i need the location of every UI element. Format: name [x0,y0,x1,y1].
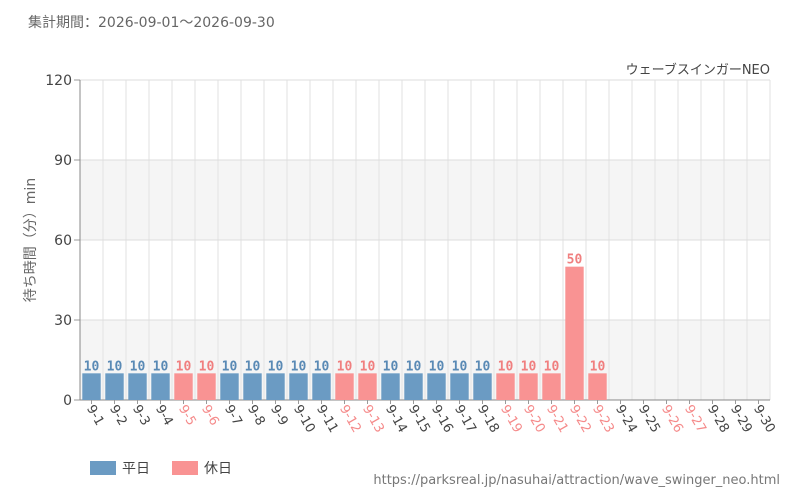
bar-9-13 [358,373,377,400]
bar-label-9-7: 10 [222,359,238,374]
bar-9-21 [542,373,561,400]
bar-9-20 [519,373,538,400]
x-tick-label-9-26: 9-26 [658,403,686,436]
x-tick-label-9-7: 9-7 [221,403,245,429]
bar-9-11 [312,373,331,400]
bar-label-9-19: 10 [498,359,514,374]
legend-holiday: 休日 [172,458,232,478]
x-tick-label-9-17: 9-17 [451,403,479,436]
bar-9-8 [243,373,262,400]
legend-weekday-label: 平日 [122,461,150,477]
bar-9-1 [82,373,101,400]
x-tick-label-9-29: 9-29 [727,403,755,436]
bar-label-9-9: 10 [268,359,284,374]
x-tick-label-9-30: 9-30 [750,403,778,436]
x-tick-label-9-27: 9-27 [681,403,709,436]
bar-label-9-14: 10 [383,359,399,374]
bar-9-5 [174,373,193,400]
bar-9-7 [220,373,239,400]
x-tick-label-9-10: 9-10 [290,403,318,436]
legend: 平日 休日 [90,458,254,478]
bar-label-9-21: 10 [544,359,560,374]
y-tick-label: 90 [54,153,72,169]
x-tick-label-9-25: 9-25 [635,403,663,436]
legend-holiday-swatch [172,461,198,475]
bar-label-9-12: 10 [337,359,353,374]
bar-9-2 [105,373,124,400]
x-tick-label-9-20: 9-20 [520,403,548,436]
x-tick-label-9-11: 9-11 [313,403,341,436]
bar-9-22 [565,266,584,400]
x-tick-label-9-15: 9-15 [405,403,433,436]
x-tick-label-9-22: 9-22 [566,403,594,436]
bar-label-9-2: 10 [107,359,123,374]
x-tick-label-9-24: 9-24 [612,403,640,436]
bar-9-17 [450,373,469,400]
legend-weekday: 平日 [90,458,150,478]
bar-label-9-4: 10 [153,359,169,374]
bar-9-3 [128,373,147,400]
x-tick-label-9-1: 9-1 [83,403,107,429]
x-tick-label-9-16: 9-16 [428,403,456,436]
bar-label-9-18: 10 [475,359,491,374]
bar-9-10 [289,373,308,400]
series-title: ウェーブスインガーNEO [626,62,770,78]
bar-9-12 [335,373,354,400]
y-tick-label: 120 [45,73,72,89]
x-tick-label-9-23: 9-23 [589,403,617,436]
x-tick-label-9-18: 9-18 [474,403,502,436]
bar-label-9-20: 10 [521,359,537,374]
x-tick-label-9-6: 9-6 [198,403,222,429]
bar-9-18 [473,373,492,400]
y-axis-label: 待ち時間（分）min [23,178,39,302]
y-tick-label: 60 [54,233,72,249]
bar-9-23 [588,373,607,400]
bar-9-19 [496,373,515,400]
x-tick-label-9-21: 9-21 [543,403,571,436]
x-tick-label-9-14: 9-14 [382,403,410,436]
bar-label-9-17: 10 [452,359,468,374]
y-tick-label: 30 [54,313,72,329]
bar-label-9-6: 10 [199,359,215,374]
bar-label-9-22: 50 [567,253,583,268]
x-tick-label-9-8: 9-8 [244,403,268,429]
bar-label-9-3: 10 [130,359,146,374]
source-url[interactable]: https://parksreal.jp/nasuhai/attraction/… [373,473,780,488]
bar-9-9 [266,373,285,400]
x-tick-label-9-2: 9-2 [106,403,130,429]
legend-holiday-label: 休日 [204,461,232,477]
x-tick-label-9-4: 9-4 [152,403,176,429]
bar-label-9-11: 10 [314,359,330,374]
legend-weekday-swatch [90,461,116,475]
bar-9-4 [151,373,170,400]
bar-9-14 [381,373,400,400]
period-label: 集計期間：2026-09-01～2026-09-30 [28,15,275,31]
x-tick-label-9-13: 9-13 [359,403,387,436]
x-tick-label-9-12: 9-12 [336,403,364,436]
x-tick-label-9-3: 9-3 [129,403,153,429]
bar-label-9-16: 10 [429,359,445,374]
x-tick-label-9-9: 9-9 [267,403,291,429]
bar-label-9-10: 10 [291,359,307,374]
bar-label-9-23: 10 [590,359,606,374]
bar-9-15 [404,373,423,400]
x-tick-label-9-5: 9-5 [175,403,199,429]
bar-9-16 [427,373,446,400]
y-tick-label: 0 [63,393,72,409]
bar-9-6 [197,373,216,400]
bar-label-9-1: 10 [84,359,100,374]
bar-label-9-15: 10 [406,359,422,374]
bar-label-9-13: 10 [360,359,376,374]
bar-label-9-5: 10 [176,359,192,374]
x-tick-label-9-19: 9-19 [497,403,525,436]
x-tick-label-9-28: 9-28 [704,403,732,436]
bar-label-9-8: 10 [245,359,261,374]
